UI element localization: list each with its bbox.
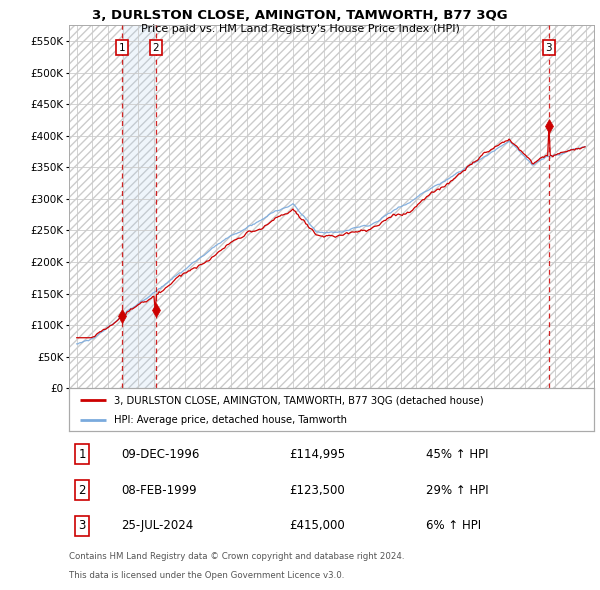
Text: 09-DEC-1996: 09-DEC-1996 (121, 448, 200, 461)
Text: Price paid vs. HM Land Registry's House Price Index (HPI): Price paid vs. HM Land Registry's House … (140, 24, 460, 34)
Text: Contains HM Land Registry data © Crown copyright and database right 2024.: Contains HM Land Registry data © Crown c… (69, 552, 404, 562)
Text: 08-FEB-1999: 08-FEB-1999 (121, 484, 197, 497)
Text: 45% ↑ HPI: 45% ↑ HPI (426, 448, 488, 461)
Text: 29% ↑ HPI: 29% ↑ HPI (426, 484, 488, 497)
Text: 2: 2 (79, 484, 86, 497)
Text: 3, DURLSTON CLOSE, AMINGTON, TAMWORTH, B77 3QG: 3, DURLSTON CLOSE, AMINGTON, TAMWORTH, B… (92, 9, 508, 22)
Text: 3: 3 (79, 519, 86, 533)
Text: £415,000: £415,000 (290, 519, 345, 533)
Text: 2: 2 (152, 43, 159, 53)
Text: 1: 1 (79, 448, 86, 461)
Text: 3: 3 (545, 43, 552, 53)
Bar (122, 25, 155, 388)
Text: 3, DURLSTON CLOSE, AMINGTON, TAMWORTH, B77 3QG (detached house): 3, DURLSTON CLOSE, AMINGTON, TAMWORTH, B… (113, 395, 483, 405)
Text: This data is licensed under the Open Government Licence v3.0.: This data is licensed under the Open Gov… (69, 571, 344, 581)
Text: 25-JUL-2024: 25-JUL-2024 (121, 519, 194, 533)
Text: £123,500: £123,500 (290, 484, 345, 497)
Text: 1: 1 (119, 43, 125, 53)
Text: HPI: Average price, detached house, Tamworth: HPI: Average price, detached house, Tamw… (113, 415, 347, 425)
Text: 6% ↑ HPI: 6% ↑ HPI (426, 519, 481, 533)
Text: £114,995: £114,995 (290, 448, 346, 461)
